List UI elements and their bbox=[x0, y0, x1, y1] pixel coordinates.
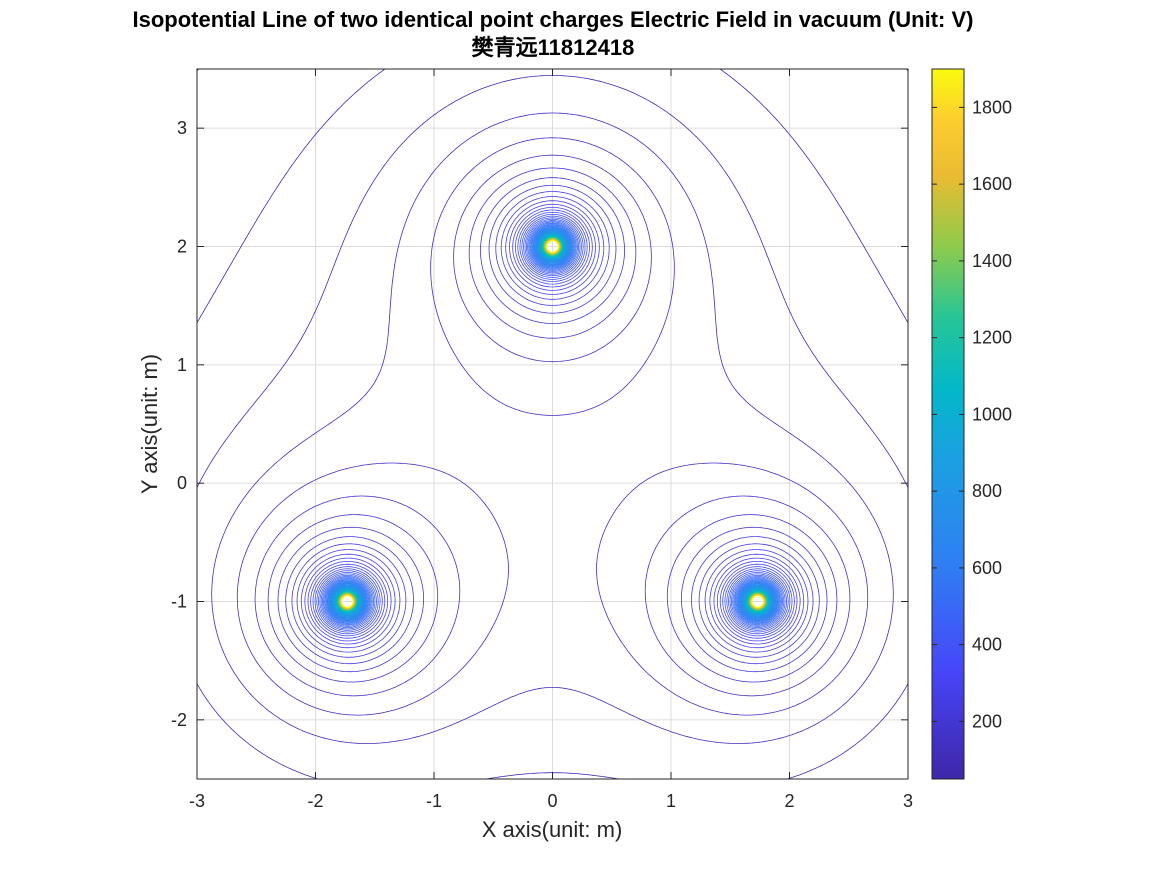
contour-line bbox=[330, 229, 775, 619]
colorbar-tick-label: 1400 bbox=[972, 251, 1012, 271]
chart-title-line: Isopotential Line of two identical point… bbox=[132, 7, 974, 32]
contour-line bbox=[267, 167, 838, 683]
contour-line bbox=[330, 230, 775, 618]
y-axis-label: Y axis(unit: m) bbox=[137, 354, 162, 494]
contour-line bbox=[323, 222, 782, 626]
x-tick-label: -3 bbox=[189, 791, 205, 811]
colorbar-tick-label: 400 bbox=[972, 635, 1002, 655]
contour-line bbox=[324, 223, 781, 625]
colorbar-tick-label: 200 bbox=[972, 711, 1002, 731]
contour-line bbox=[328, 228, 777, 620]
y-tick-label: 1 bbox=[177, 355, 187, 375]
x-tick-label: 2 bbox=[784, 791, 794, 811]
contour-line bbox=[236, 137, 869, 716]
contour-line bbox=[296, 196, 809, 653]
contour-line bbox=[314, 213, 791, 635]
x-axis: -3 -2 -1 0 1 2 3 bbox=[189, 69, 913, 811]
contour-line bbox=[307, 206, 798, 642]
contour-line bbox=[254, 154, 851, 697]
contour-line bbox=[328, 227, 777, 621]
x-tick-label: -1 bbox=[426, 791, 442, 811]
y-axis: -2 -1 0 1 2 3 bbox=[171, 118, 908, 730]
y-tick-label: 2 bbox=[177, 237, 187, 257]
colorbar-tick-label: 1200 bbox=[972, 328, 1012, 348]
contour-line bbox=[316, 215, 789, 633]
contour-line bbox=[326, 225, 779, 623]
contour-line bbox=[329, 228, 776, 620]
contour-line bbox=[211, 112, 894, 744]
contour-line bbox=[312, 211, 793, 637]
colorbar-tick-label: 1600 bbox=[972, 174, 1012, 194]
chart-subtitle: 樊青远11812418 bbox=[471, 35, 635, 60]
x-tick-label: 3 bbox=[903, 791, 913, 811]
contour-line bbox=[300, 200, 805, 649]
contour-line bbox=[310, 209, 795, 639]
x-tick-label: 0 bbox=[547, 791, 557, 811]
contour-line bbox=[327, 226, 778, 622]
contour-line bbox=[341, 240, 764, 608]
chart-title: Isopotential Line of two identical point… bbox=[0, 6, 1106, 62]
contour-line bbox=[319, 218, 786, 630]
y-tick-label: 3 bbox=[177, 118, 187, 138]
x-tick-label: -2 bbox=[307, 791, 323, 811]
contour-line bbox=[318, 217, 787, 631]
contour-line bbox=[325, 224, 780, 624]
colorbar-tick-label: 600 bbox=[972, 558, 1002, 578]
contour-line bbox=[320, 220, 785, 628]
colorbar-tick-label: 1000 bbox=[972, 404, 1012, 424]
colorbar-gradient bbox=[931, 68, 965, 780]
y-tick-label: -2 bbox=[171, 710, 187, 730]
colorbar: 200 400 600 800 1000 1200 1400 1600 1800 bbox=[931, 68, 1012, 780]
contour-line bbox=[197, 75, 908, 779]
contour-line bbox=[325, 225, 780, 623]
contour-line bbox=[329, 229, 776, 619]
x-tick-label: 1 bbox=[666, 791, 676, 811]
x-axis-label: X axis(unit: m) bbox=[482, 817, 623, 842]
contour-line bbox=[304, 203, 801, 645]
colorbar-tick-label: 800 bbox=[972, 481, 1002, 501]
contour-line bbox=[322, 221, 783, 627]
grid bbox=[196, 69, 909, 779]
y-tick-label: -1 bbox=[171, 592, 187, 612]
colorbar-ticks: 200 400 600 800 1000 1200 1400 1600 1800 bbox=[932, 97, 1012, 731]
contour-line bbox=[277, 177, 828, 673]
colorbar-tick-label: 1800 bbox=[972, 97, 1012, 117]
contour-line bbox=[285, 184, 820, 665]
y-tick-label: 0 bbox=[177, 473, 187, 493]
contour-line bbox=[291, 191, 814, 658]
